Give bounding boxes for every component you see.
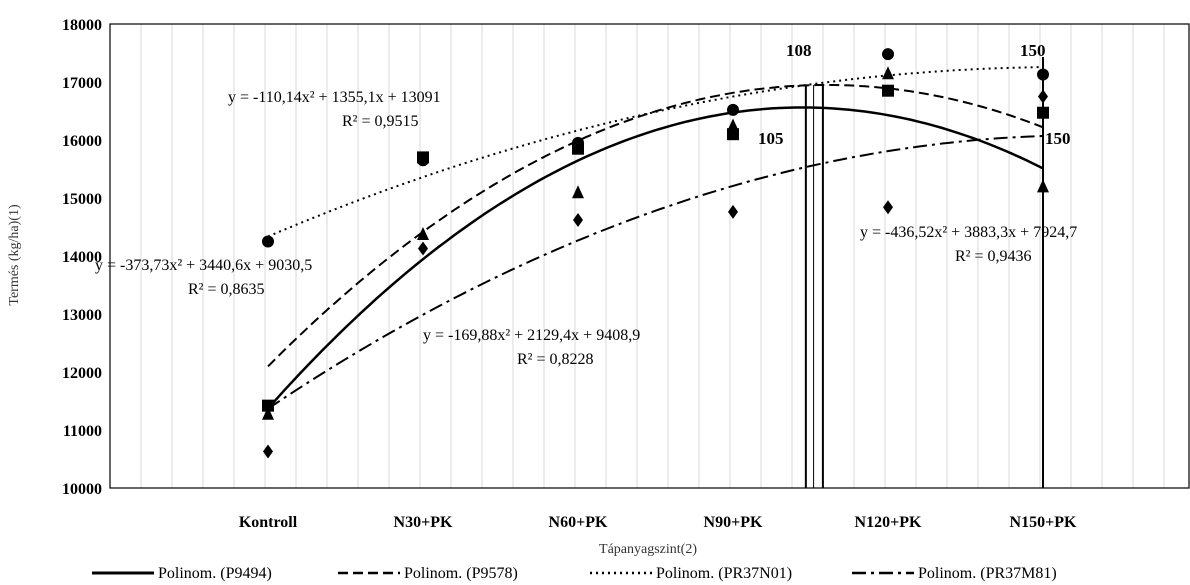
- trend-curve-4: [267, 135, 1044, 410]
- data-point-triangle: [572, 185, 584, 199]
- trend-curve-2: [267, 84, 1044, 368]
- equation-1: y = -110,14x² + 1355,1x + 13091: [228, 89, 441, 106]
- data-point-diamond: [263, 444, 273, 459]
- r2-2: R² = 0,8635: [188, 281, 265, 298]
- trend-curve-3: [267, 66, 1044, 238]
- r2-1: R² = 0,9515: [342, 113, 419, 130]
- data-point-square: [727, 128, 739, 141]
- data-point-diamond: [728, 204, 738, 219]
- equation-3: y = -169,88x² + 2129,4x + 9408,9: [423, 327, 640, 344]
- y-tick-label: 15000: [62, 191, 102, 208]
- y-tick-label: 16000: [62, 133, 102, 150]
- data-point-circle: [417, 154, 429, 167]
- data-point-triangle: [1037, 179, 1049, 193]
- x-category-label: N60+PK: [549, 514, 608, 531]
- x-axis-categories: Kontroll N30+PK N60+PK N90+PK N120+PK N150+PK: [239, 514, 1077, 531]
- data-point-diamond: [1038, 89, 1048, 104]
- data-point-triangle: [417, 226, 429, 240]
- data-point-diamond: [418, 241, 428, 256]
- optimum-marker-lines: [804, 57, 1044, 488]
- data-point-diamond: [883, 200, 893, 215]
- data-point-circle: [572, 136, 584, 149]
- y-tick-label: 18000: [62, 17, 102, 34]
- y-tick-label: 11000: [63, 423, 102, 440]
- data-point-diamond: [573, 213, 583, 228]
- optimum-label-108: 108: [786, 41, 812, 60]
- x-category-label: Kontroll: [239, 514, 298, 531]
- equation-4: y = -436,52x² + 3883,3x + 7924,7: [860, 224, 1077, 241]
- data-point-square: [882, 84, 894, 97]
- y-tick-label: 10000: [62, 481, 102, 498]
- y-axis-title: Termés (kg/ha)(1): [7, 204, 22, 306]
- optimum-labels: 108 105 150 150: [758, 41, 1071, 148]
- x-category-label: N90+PK: [704, 514, 763, 531]
- r2-3: R² = 0,8228: [517, 351, 594, 368]
- y-tick-label: 14000: [62, 249, 102, 266]
- optimum-label-150-mid: 150: [1045, 129, 1071, 148]
- y-tick-label: 13000: [62, 307, 102, 324]
- data-point-square: [1037, 106, 1049, 119]
- y-tick-label: 12000: [62, 365, 102, 382]
- x-category-label: N150+PK: [1010, 514, 1077, 531]
- trend-curve-1: [267, 106, 1044, 410]
- legend-label: Polinom. (PR37N01): [656, 565, 792, 582]
- plot-frame: [109, 23, 1190, 489]
- r2-4: R² = 0,9436: [955, 248, 1032, 265]
- x-category-label: N120+PK: [855, 514, 922, 531]
- legend-label: Polinom. (P9494): [158, 565, 272, 582]
- legend: Polinom. (P9494) Polinom. (P9578) Polinom.…: [92, 565, 1057, 582]
- x-axis-title: Tápanyagszint(2): [599, 542, 697, 557]
- data-point-circle: [262, 235, 274, 248]
- data-point-circle: [727, 103, 739, 116]
- optimum-label-150-top: 150: [1020, 41, 1046, 60]
- data-point-square: [262, 399, 274, 412]
- y-tick-label: 17000: [62, 75, 102, 92]
- data-points: [262, 48, 1049, 459]
- legend-label: Polinom. (PR37M81): [918, 565, 1057, 582]
- equation-annotations: y = -110,14x² + 1355,1x + 13091 R² = 0,9…: [95, 89, 1077, 368]
- data-point-triangle: [882, 66, 894, 80]
- data-point-triangle: [262, 406, 274, 420]
- legend-label: Polinom. (P9578): [404, 565, 518, 582]
- data-point-circle: [882, 48, 894, 61]
- y-axis-ticks: 10000 11000 12000 13000 14000 15000 16000 17000…: [62, 17, 102, 498]
- trend-curves: [267, 66, 1044, 410]
- equation-2: y = -373,73x² + 3440,6x + 9030,5: [95, 257, 312, 274]
- optimum-label-105: 105: [758, 129, 784, 148]
- x-category-label: N30+PK: [394, 514, 453, 531]
- data-point-circle: [1037, 68, 1049, 81]
